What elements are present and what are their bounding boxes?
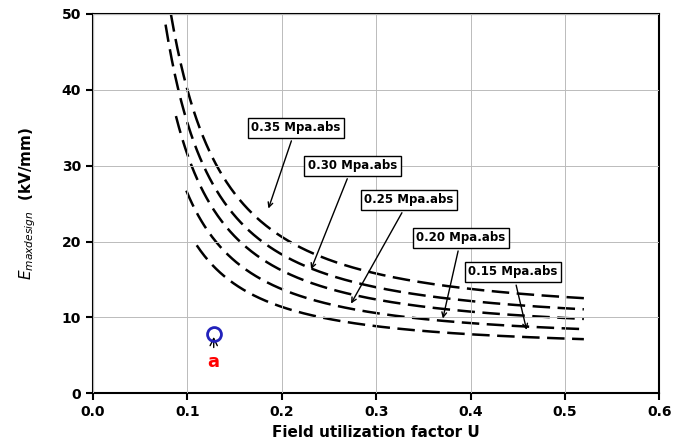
Text: 0.30 Mpa.abs: 0.30 Mpa.abs bbox=[308, 159, 397, 268]
Text: 0.25 Mpa.abs: 0.25 Mpa.abs bbox=[352, 193, 454, 302]
X-axis label: Field utilization factor U: Field utilization factor U bbox=[272, 425, 480, 439]
Text: $E_{maxdesign}$  (kV/mm): $E_{maxdesign}$ (kV/mm) bbox=[18, 127, 38, 280]
Text: 0.35 Mpa.abs: 0.35 Mpa.abs bbox=[251, 121, 341, 207]
Text: 0.20 Mpa.abs: 0.20 Mpa.abs bbox=[416, 231, 506, 317]
Text: 0.15 Mpa.abs: 0.15 Mpa.abs bbox=[469, 265, 558, 328]
Text: a: a bbox=[207, 338, 220, 371]
